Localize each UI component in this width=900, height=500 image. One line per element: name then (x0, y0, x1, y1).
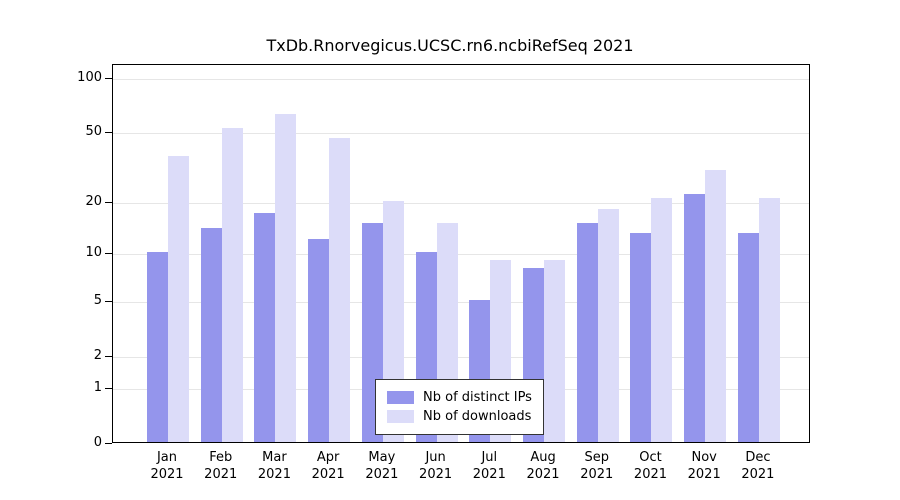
gridline-5 (113, 302, 809, 304)
legend-swatch-distinct-ips (387, 391, 414, 404)
y-tick-label-50: 50 (85, 124, 102, 140)
gridline-100 (113, 79, 809, 80)
y-tick-label-10: 10 (85, 245, 102, 261)
bar-nb-of-downloads-nov (705, 170, 727, 442)
bar-nb-of-downloads-apr (329, 137, 351, 442)
legend-label-distinct-ips: Nb of distinct IPs (423, 390, 532, 405)
bar-nb-of-downloads-dec (758, 197, 780, 442)
legend-swatch-downloads (387, 410, 414, 423)
x-tick-label-nov: Nov 2021 (687, 450, 721, 482)
bar-nb-of-downloads-aug (544, 259, 566, 442)
gridline-20 (113, 203, 809, 205)
y-tick-label-2: 2 (93, 348, 102, 364)
x-tick-label-aug: Aug 2021 (526, 450, 560, 482)
y-tick (105, 356, 112, 358)
bar-nb-of-distinct-ips-apr (308, 239, 330, 442)
y-tick (105, 253, 112, 255)
x-tick-label-jun: Jun 2021 (419, 450, 453, 482)
legend-item-distinct-ips: Nb of distinct IPs (387, 389, 532, 406)
bar-nb-of-distinct-ips-sep (576, 222, 598, 442)
y-tick (105, 443, 112, 444)
bar-nb-of-distinct-ips-oct (630, 233, 652, 442)
bar-nb-of-downloads-oct (651, 197, 673, 442)
bar-nb-of-downloads-mar (275, 114, 297, 442)
x-tick-label-mar: Mar 2021 (257, 450, 291, 482)
x-tick-label-oct: Oct 2021 (633, 450, 668, 482)
y-tick (105, 78, 112, 79)
legend: Nb of distinct IPs Nb of downloads (375, 379, 544, 435)
y-tick-label-1: 1 (93, 380, 102, 396)
y-tick (105, 301, 112, 303)
bar-nb-of-downloads-jan (168, 156, 189, 442)
gridline-10 (113, 254, 809, 256)
chart-title: TxDb.Rnorvegicus.UCSC.rn6.ncbiRefSeq 202… (266, 36, 634, 55)
y-tick-label-5: 5 (93, 293, 102, 309)
y-tick-label-100: 100 (77, 70, 102, 85)
bar-nb-of-distinct-ips-dec (737, 233, 759, 442)
legend-label-downloads: Nb of downloads (423, 409, 532, 424)
y-tick (105, 388, 112, 390)
x-tick-label-jan: Jan 2021 (150, 450, 184, 482)
x-tick-label-sep: Sep 2021 (580, 450, 614, 482)
x-tick-label-feb: Feb 2021 (204, 450, 238, 482)
y-tick-label-20: 20 (85, 194, 102, 210)
x-tick-label-dec: Dec 2021 (741, 450, 775, 482)
bar-nb-of-distinct-ips-feb (200, 227, 222, 442)
x-tick-label-may: May 2021 (365, 450, 399, 482)
y-tick-label-0: 0 (93, 435, 102, 450)
gridline-2 (113, 357, 809, 359)
y-tick (105, 202, 112, 204)
y-tick (105, 132, 112, 134)
x-tick-label-apr: Apr 2021 (311, 450, 345, 482)
plot-area: Nb of distinct IPs Nb of downloads (112, 64, 810, 443)
bar-nb-of-distinct-ips-nov (684, 194, 706, 442)
x-tick-label-jul: Jul 2021 (472, 450, 506, 482)
bar-nb-of-downloads-feb (221, 128, 243, 442)
gridline-50 (113, 133, 809, 135)
bar-nb-of-distinct-ips-jan (147, 252, 168, 442)
legend-item-downloads: Nb of downloads (387, 408, 532, 425)
bar-nb-of-distinct-ips-mar (254, 213, 276, 442)
bar-nb-of-downloads-sep (597, 209, 619, 442)
